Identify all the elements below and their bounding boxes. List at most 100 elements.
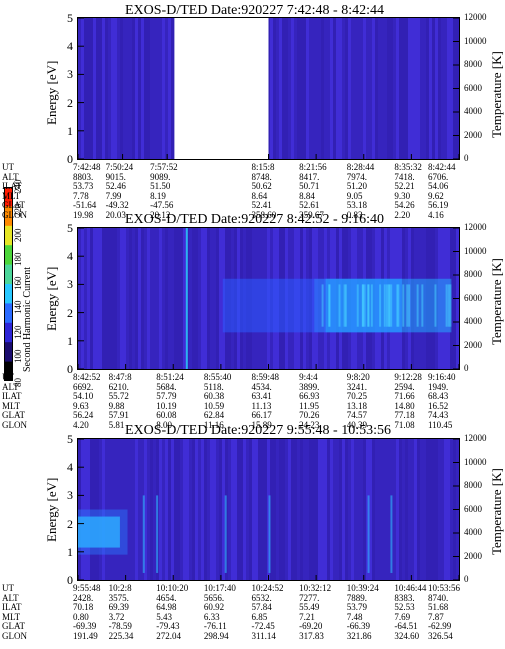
spectrogram-column bbox=[333, 439, 336, 580]
ephemeris-value: 191.49 bbox=[73, 631, 98, 641]
spectrogram-column bbox=[123, 18, 126, 159]
ephemeris-value: -78.59 bbox=[108, 621, 132, 632]
bright-streak bbox=[363, 284, 366, 327]
ephemeris-value: 10.19 bbox=[156, 400, 177, 411]
spectrogram-column bbox=[156, 228, 159, 369]
ephemeris-value: 55.72 bbox=[108, 391, 129, 402]
spectrogram-column bbox=[219, 439, 222, 580]
spectrogram-column bbox=[381, 439, 384, 580]
spectrogram-column bbox=[96, 228, 99, 369]
ephemeris-value: 2.20 bbox=[394, 210, 411, 220]
bright-streak bbox=[434, 284, 437, 327]
spectrogram-column bbox=[198, 228, 201, 369]
spectrogram-column bbox=[438, 18, 441, 159]
spectrogram-column bbox=[288, 439, 291, 580]
y2-tick-label: 2000 bbox=[464, 129, 482, 140]
spectrogram-column bbox=[147, 439, 150, 580]
ephemeris-value: 8:42:52 bbox=[73, 372, 101, 382]
spectrogram-column bbox=[264, 439, 267, 580]
spectrogram-column bbox=[192, 439, 195, 580]
ephemeris-value: 57.84 bbox=[251, 602, 272, 613]
ephemeris-value: 53.79 bbox=[346, 602, 367, 613]
ephemeris-value: 11.95 bbox=[299, 400, 320, 411]
spectrogram-column bbox=[99, 439, 102, 580]
spectrogram-column bbox=[93, 439, 96, 580]
enhanced-band bbox=[222, 278, 315, 333]
panel-2-spectrogram bbox=[78, 228, 459, 369]
spectrogram-column bbox=[81, 228, 84, 369]
ephemeris-value: -62.99 bbox=[428, 621, 452, 632]
spectrogram-column bbox=[366, 439, 369, 580]
ephemeris-row-label: UT bbox=[2, 162, 14, 172]
spectrogram-column bbox=[153, 18, 156, 159]
ephemeris-value: 298.94 bbox=[203, 631, 229, 641]
bright-streak bbox=[343, 284, 346, 327]
spectrogram-column bbox=[324, 18, 327, 159]
colorbar-segment bbox=[4, 303, 13, 324]
spectrogram-column bbox=[393, 18, 396, 159]
ephemeris-value: 69.39 bbox=[108, 602, 129, 613]
spectrogram-column bbox=[168, 439, 171, 580]
ephemeris-value: 8417. bbox=[299, 171, 320, 182]
ephemeris-value: 51.50 bbox=[150, 181, 171, 192]
ephemeris-value: 10:17:40 bbox=[203, 583, 236, 593]
spectrogram-column bbox=[339, 439, 342, 580]
colorbar-title: Second Harmonic Current bbox=[22, 267, 33, 372]
spectrogram-column bbox=[333, 18, 336, 159]
spectrogram-column bbox=[276, 439, 279, 580]
spectrogram-column bbox=[111, 439, 114, 580]
spectrogram-column bbox=[162, 439, 165, 580]
spectrogram-column bbox=[261, 439, 264, 580]
spectrogram-column bbox=[348, 18, 351, 159]
spike-line bbox=[268, 495, 271, 573]
y2-tick-label: 8000 bbox=[464, 59, 482, 69]
ephemeris-value: 10:46:44 bbox=[394, 583, 427, 593]
bright-streak bbox=[370, 284, 373, 327]
spectrogram-column bbox=[117, 439, 120, 580]
y2-tick-label: 4000 bbox=[464, 316, 482, 326]
ephemeris-value: 68.43 bbox=[428, 391, 449, 402]
low-energy-halo bbox=[78, 509, 128, 555]
ephemeris-row-label: MLT bbox=[2, 190, 21, 201]
ephemeris-value: 8748. bbox=[251, 171, 272, 182]
ephemeris-value: 8803. bbox=[73, 171, 94, 182]
y-tick-label: 4 bbox=[67, 39, 73, 54]
ephemeris-value: 8:55:40 bbox=[203, 372, 232, 382]
ephemeris-value: 10.59 bbox=[203, 400, 225, 411]
spectrogram-column bbox=[156, 18, 159, 159]
ephemeris-value: 8:28:44 bbox=[346, 162, 375, 172]
ephemeris-value: 56.19 bbox=[428, 200, 449, 211]
spectrogram-column bbox=[192, 228, 195, 369]
y2-tick-label: 8000 bbox=[464, 480, 482, 490]
ephemeris-row-label: GLAT bbox=[2, 200, 25, 211]
spectrogram-column bbox=[153, 439, 156, 580]
spectrogram-column bbox=[105, 228, 108, 369]
spectrogram-column bbox=[384, 439, 387, 580]
spectrogram-column bbox=[90, 18, 93, 159]
spectrogram-column bbox=[147, 228, 150, 369]
spectrogram-column bbox=[321, 439, 324, 580]
ephemeris-value: 3575. bbox=[108, 592, 129, 603]
colorbar-tick-label: 160 bbox=[13, 276, 23, 291]
ephemeris-value: 50.62 bbox=[251, 181, 272, 192]
spectrogram-column bbox=[102, 228, 105, 369]
ephemeris-value: 52.61 bbox=[299, 200, 320, 211]
spectrogram-column bbox=[318, 439, 321, 580]
spectrogram-column bbox=[231, 439, 234, 580]
bright-streak bbox=[396, 284, 399, 327]
spectrogram-column bbox=[327, 439, 330, 580]
ephemeris-value: 6532. bbox=[251, 592, 272, 603]
spectrogram-column bbox=[183, 439, 186, 580]
colorbar-segment bbox=[4, 284, 13, 304]
ephemeris-row-label: ILAT bbox=[2, 391, 22, 402]
ephemeris-value: 10:24:52 bbox=[251, 583, 284, 593]
y2-tick-label: 8000 bbox=[464, 269, 482, 279]
spectrogram-column bbox=[135, 439, 138, 580]
ephemeris-value: 53.18 bbox=[346, 200, 367, 211]
spectrogram-column bbox=[351, 439, 354, 580]
colorbar-segment bbox=[4, 342, 13, 363]
ephemeris-value: 8:47:8 bbox=[108, 372, 132, 382]
ephemeris-value: 5118. bbox=[203, 381, 224, 392]
low-energy-blob bbox=[78, 516, 120, 548]
spectrogram-column bbox=[159, 228, 162, 369]
